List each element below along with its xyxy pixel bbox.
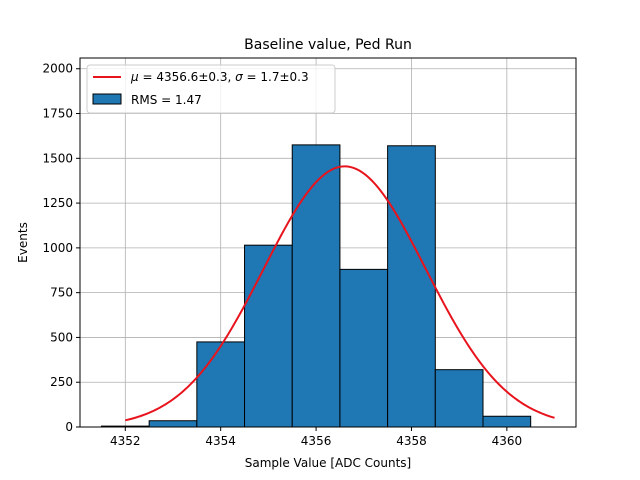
x-tick-label: 4360: [492, 434, 523, 448]
histogram-bar: [148, 420, 198, 428]
gaussian-fit-curve: [125, 165, 555, 422]
plot-frame: [79, 57, 577, 428]
y-tick-label: 0: [65, 420, 73, 434]
histogram-bar: [482, 415, 532, 428]
histogram-bars: [100, 144, 532, 428]
legend-mu-value: = 4356.6±0.3,: [139, 70, 235, 84]
y-axis-ticks: 0 250 500 750 1000 1250 1500 1750 2000: [42, 62, 80, 434]
y-tick-label: 1500: [42, 151, 73, 165]
histogram-bar: [244, 244, 293, 428]
histogram-bar: [291, 144, 341, 428]
x-tick-label: 4352: [110, 434, 141, 448]
y-tick-label: 1250: [42, 196, 73, 210]
legend-mu-symbol: μ: [130, 70, 139, 84]
legend-fit-label: μ = 4356.6±0.3, σ = 1.7±0.3: [130, 70, 309, 84]
y-tick-label: 250: [50, 375, 73, 389]
x-axis-label: Sample Value [ADC Counts]: [245, 456, 411, 470]
x-axis-ticks: 4352 4354 4356 4358 4360: [110, 427, 522, 448]
legend-histogram-swatch: [92, 93, 122, 105]
histogram-bar: [339, 268, 389, 428]
legend-box: [86, 64, 336, 114]
legend-histogram-label: RMS = 1.47: [131, 93, 202, 107]
legend-sigma-symbol: σ: [235, 70, 243, 84]
histogram-bar: [196, 341, 246, 428]
legend-sigma-value: = 1.7±0.3: [243, 70, 309, 84]
legend: μ = 4356.6±0.3, σ = 1.7±0.3 RMS = 1.47: [86, 64, 336, 114]
x-tick-label: 4358: [396, 434, 427, 448]
y-tick-label: 750: [50, 286, 73, 300]
histogram-bar: [434, 369, 484, 428]
y-tick-label: 1750: [42, 107, 73, 121]
chart-title: Baseline value, Ped Run: [244, 37, 412, 53]
histogram-bar: [387, 145, 436, 428]
y-tick-label: 500: [50, 330, 73, 344]
x-tick-label: 4356: [301, 434, 332, 448]
y-tick-label: 2000: [42, 62, 73, 76]
y-tick-label: 1000: [42, 241, 73, 255]
x-tick-label: 4354: [205, 434, 236, 448]
y-axis-label: Events: [16, 222, 30, 263]
